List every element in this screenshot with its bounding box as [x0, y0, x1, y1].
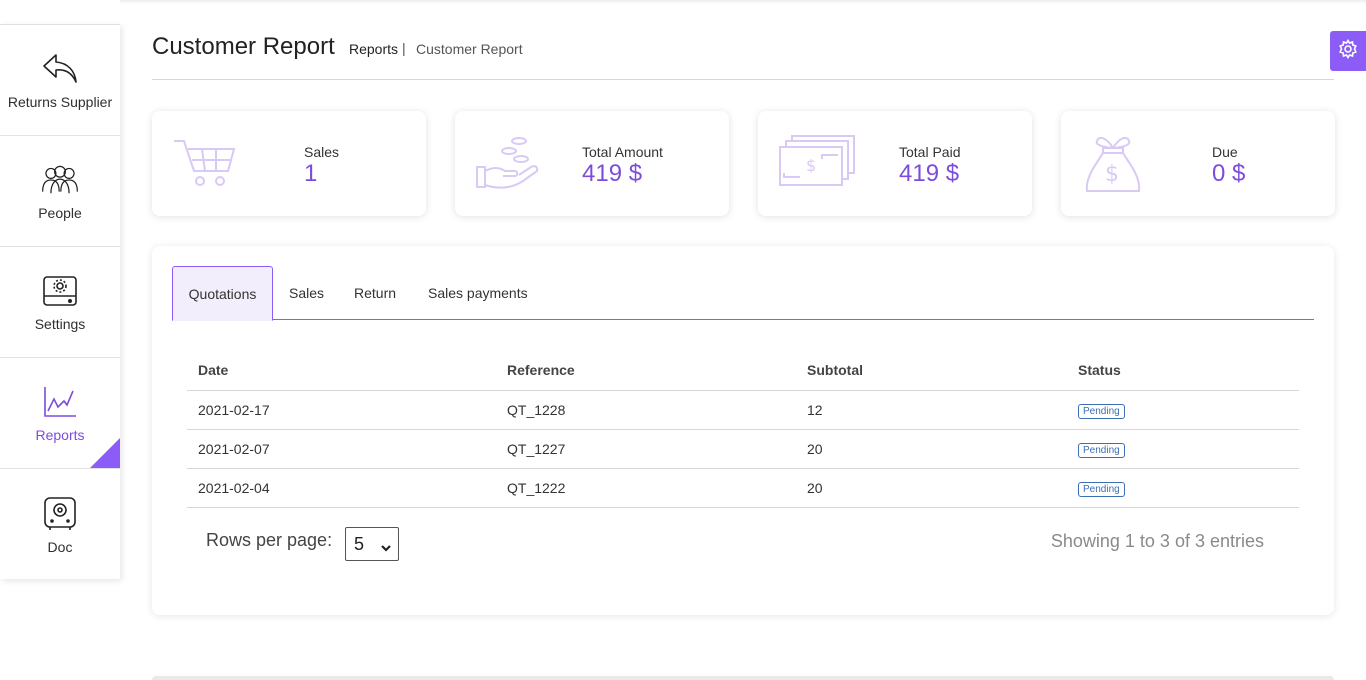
breadcrumb-reports-link[interactable]: Reports: [349, 41, 399, 57]
sidebar-item-label: People: [38, 205, 82, 221]
shopping-cart-icon: [172, 133, 236, 195]
cell-date: 2021-02-04: [187, 468, 496, 508]
gear-icon: [1338, 38, 1358, 64]
stat-label: Sales: [304, 144, 340, 160]
svg-text:$: $: [1105, 162, 1119, 187]
sidebar-item-returns-supplier[interactable]: Returns Supplier: [0, 25, 120, 136]
stat-value: 419 $: [582, 160, 643, 187]
sidebar-item-doc[interactable]: Doc: [0, 469, 120, 580]
header-divider: [152, 79, 1334, 80]
cell-date: 2021-02-07: [187, 429, 496, 469]
tab-sales-payments[interactable]: Sales payments: [428, 285, 528, 301]
cell-status: Pending: [1067, 468, 1299, 508]
cell-status: Pending: [1067, 390, 1299, 430]
stat-card-sales: Sales 1: [152, 111, 426, 216]
chevron-down-icon: [380, 538, 392, 559]
table-row[interactable]: 2021-02-04 QT_1222 20 Pending: [187, 468, 1299, 508]
status-badge: Pending: [1078, 403, 1125, 419]
cell-status: Pending: [1067, 429, 1299, 469]
cell-date: 2021-02-17: [187, 390, 496, 430]
cell-subtotal: 12: [796, 390, 1067, 430]
column-header-date[interactable]: Date: [187, 350, 496, 391]
page-title: Customer Report: [152, 33, 335, 60]
stat-value: 1: [304, 160, 318, 187]
sidebar-item-people[interactable]: People: [0, 136, 120, 247]
sidebar-item-label: Doc: [47, 538, 73, 555]
sidebar: Returns Supplier People Settings: [0, 24, 120, 579]
column-header-subtotal[interactable]: Subtotal: [796, 350, 1067, 391]
sidebar-item-label: Returns Supplier: [7, 94, 113, 110]
tab-return[interactable]: Return: [354, 285, 397, 301]
cell-reference: QT_1227: [496, 429, 796, 469]
pagination-info: Showing 1 to 3 of 3 entries: [1050, 531, 1264, 551]
line-chart-icon: [41, 383, 79, 421]
table-row[interactable]: 2021-02-17 QT_1228 12 Pending: [187, 390, 1299, 430]
reply-arrow-icon: [41, 50, 79, 88]
stat-label: Total Paid: [899, 144, 961, 160]
breadcrumb-separator: |: [402, 40, 406, 56]
cell-reference: QT_1222: [496, 468, 796, 508]
table-row[interactable]: 2021-02-07 QT_1227 20 Pending: [187, 429, 1299, 469]
cell-subtotal: 20: [796, 429, 1067, 469]
hand-coins-icon: [475, 133, 539, 195]
stat-label: Due: [1212, 144, 1238, 160]
status-badge: Pending: [1078, 481, 1125, 497]
active-indicator: [90, 438, 120, 468]
cell-reference: QT_1228: [496, 390, 796, 430]
column-header-status[interactable]: Status: [1067, 350, 1299, 391]
customizer-gear-button[interactable]: [1330, 31, 1366, 71]
sidebar-item-reports[interactable]: Reports: [0, 358, 120, 469]
money-bag-icon: $: [1081, 133, 1145, 195]
stat-label: Total Amount: [582, 144, 663, 160]
tab-sales[interactable]: Sales: [289, 285, 325, 301]
tab-bar: Quotations Sales Return Sales payments: [172, 266, 1314, 321]
quotations-table: Date Reference Subtotal Status 2021-02-1…: [187, 350, 1299, 508]
sidebar-item-label: Settings: [34, 316, 86, 332]
safe-box-icon: [41, 495, 79, 533]
report-panel: Quotations Sales Return Sales payments D…: [152, 246, 1334, 615]
status-badge: Pending: [1078, 442, 1125, 458]
stat-card-total-paid: $ Total Paid 419 $: [758, 111, 1032, 216]
stat-value: 419 $: [899, 160, 960, 187]
cell-subtotal: 20: [796, 468, 1067, 508]
sidebar-item-settings[interactable]: Settings: [0, 247, 120, 358]
rows-per-page-select[interactable]: 5: [345, 527, 399, 561]
rows-per-page-value: 5: [354, 533, 365, 554]
stat-card-due: $ Due 0 $: [1061, 111, 1335, 216]
stat-value: 0 $: [1212, 160, 1246, 187]
stat-card-total-amount: Total Amount 419 $: [455, 111, 729, 216]
sidebar-item-label: Reports: [35, 427, 85, 443]
svg-text:$: $: [806, 156, 816, 175]
settings-drive-icon: [41, 272, 79, 310]
rows-per-page-label: Rows per page:: [206, 530, 333, 550]
table-header-row: Date Reference Subtotal Status: [187, 350, 1299, 391]
people-group-icon: [41, 161, 79, 199]
tab-quotations[interactable]: Quotations: [172, 266, 273, 321]
next-panel-edge: [152, 676, 1334, 680]
top-shadow-line: [120, 0, 1366, 4]
cash-stack-icon: $: [778, 133, 858, 195]
column-header-reference[interactable]: Reference: [496, 350, 796, 391]
breadcrumb-current: Customer Report: [416, 41, 523, 57]
